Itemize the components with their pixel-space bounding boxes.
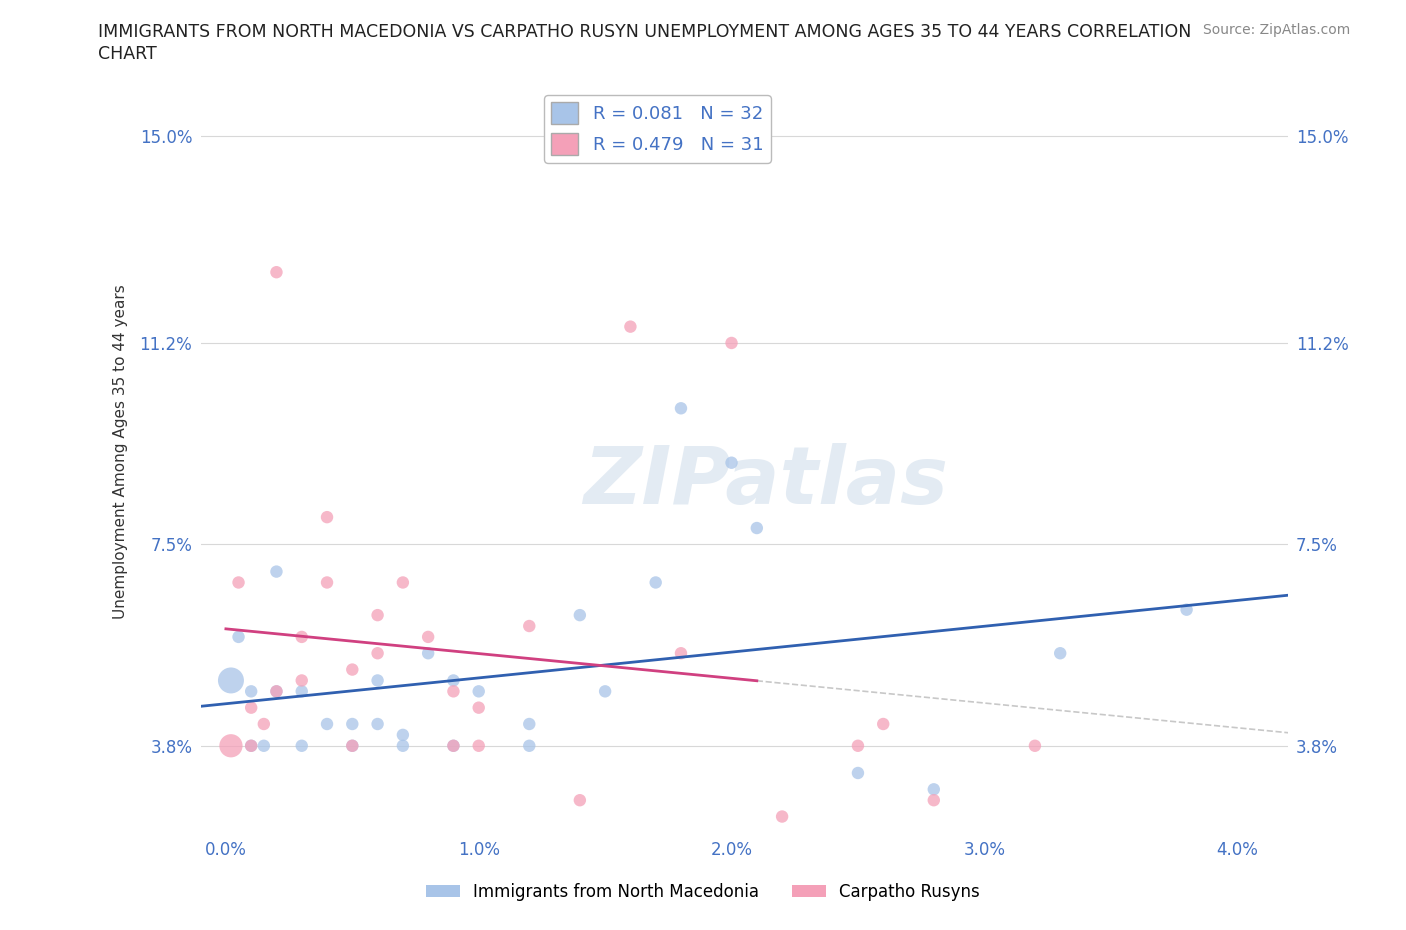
Text: CHART: CHART	[98, 45, 157, 62]
Point	[517, 738, 540, 753]
Point	[922, 792, 945, 807]
Point	[1175, 603, 1198, 618]
Point	[316, 716, 339, 731]
Point	[219, 738, 242, 753]
Point	[720, 336, 742, 351]
Point	[367, 645, 389, 660]
Point	[770, 809, 793, 824]
Point	[720, 456, 742, 471]
Point	[392, 727, 415, 742]
Point	[441, 684, 464, 698]
Point	[342, 716, 364, 731]
Point	[922, 782, 945, 797]
Point	[517, 716, 540, 731]
Point	[291, 630, 314, 644]
Point	[669, 401, 692, 416]
Point	[568, 607, 591, 622]
Point	[266, 684, 288, 698]
Point	[266, 565, 288, 579]
Point	[441, 738, 464, 753]
Point	[240, 738, 263, 753]
Point	[467, 684, 489, 698]
Point	[846, 738, 869, 753]
Point	[392, 738, 415, 753]
Point	[568, 792, 591, 807]
Legend: R = 0.081   N = 32, R = 0.479   N = 31: R = 0.081 N = 32, R = 0.479 N = 31	[544, 95, 770, 163]
Point	[316, 575, 339, 590]
Point	[517, 618, 540, 633]
Point	[291, 684, 314, 698]
Point	[253, 738, 276, 753]
Point	[266, 684, 288, 698]
Point	[441, 673, 464, 688]
Point	[342, 738, 364, 753]
Legend: Immigrants from North Macedonia, Carpatho Rusyns: Immigrants from North Macedonia, Carpath…	[419, 876, 987, 908]
Point	[644, 575, 666, 590]
Point	[367, 607, 389, 622]
Point	[266, 265, 288, 280]
Point	[291, 738, 314, 753]
Point	[1024, 738, 1046, 753]
Point	[240, 738, 263, 753]
Y-axis label: Unemployment Among Ages 35 to 44 years: Unemployment Among Ages 35 to 44 years	[114, 285, 128, 619]
Point	[316, 510, 339, 525]
Point	[367, 716, 389, 731]
Point	[418, 645, 440, 660]
Point	[342, 738, 364, 753]
Point	[291, 673, 314, 688]
Point	[846, 765, 869, 780]
Point	[467, 738, 489, 753]
Point	[240, 700, 263, 715]
Text: Source: ZipAtlas.com: Source: ZipAtlas.com	[1202, 23, 1350, 37]
Point	[392, 575, 415, 590]
Point	[367, 673, 389, 688]
Point	[467, 700, 489, 715]
Point	[1049, 645, 1071, 660]
Point	[253, 716, 276, 731]
Text: IMMIGRANTS FROM NORTH MACEDONIA VS CARPATHO RUSYN UNEMPLOYMENT AMONG AGES 35 TO : IMMIGRANTS FROM NORTH MACEDONIA VS CARPA…	[98, 23, 1192, 41]
Point	[745, 521, 768, 536]
Point	[240, 684, 263, 698]
Point	[669, 645, 692, 660]
Point	[593, 684, 616, 698]
Point	[219, 673, 242, 688]
Point	[872, 716, 894, 731]
Point	[441, 738, 464, 753]
Text: ZIPatlas: ZIPatlas	[583, 444, 949, 522]
Point	[418, 630, 440, 644]
Point	[342, 662, 364, 677]
Point	[619, 319, 641, 334]
Point	[228, 575, 250, 590]
Point	[228, 630, 250, 644]
